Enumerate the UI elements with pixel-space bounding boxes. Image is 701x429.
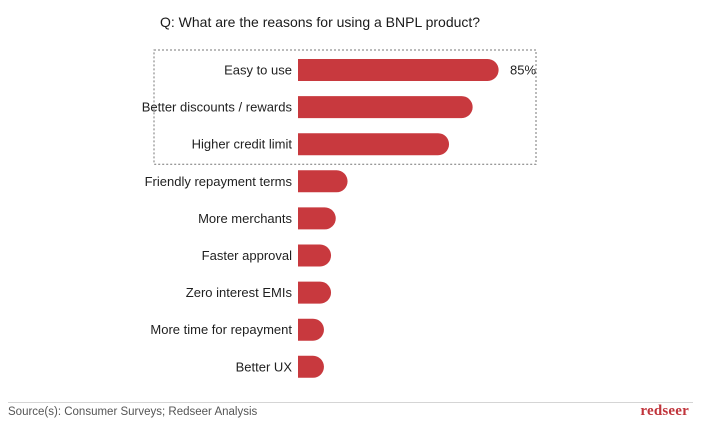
category-label-more-merchants: More merchants xyxy=(198,211,292,226)
category-label-faster-approval: Faster approval xyxy=(202,248,292,263)
bar-higher-credit-limit xyxy=(298,133,450,156)
category-label-better-discounts-rewards: Better discounts / rewards xyxy=(142,100,293,115)
category-label-more-time-for-repayment: More time for repayment xyxy=(150,322,292,337)
category-label-friendly-repayment-terms: Friendly repayment terms xyxy=(145,174,293,189)
value-label-easy-to-use: 85% xyxy=(510,63,536,78)
bar-friendly-repayment-terms xyxy=(298,170,348,193)
category-label-higher-credit-limit: Higher credit limit xyxy=(192,137,293,152)
category-label-easy-to-use: Easy to use xyxy=(224,63,292,78)
bar-faster-approval xyxy=(298,244,332,267)
bar-better-ux xyxy=(298,355,324,378)
redseer-logo: redseer xyxy=(640,403,689,419)
chart-title: Q: What are the reasons for using a BNPL… xyxy=(160,14,481,30)
bar-better-discounts-rewards xyxy=(298,96,473,119)
category-label-better-ux: Better UX xyxy=(236,359,293,374)
bar-more-time-for-repayment xyxy=(298,318,324,341)
category-label-zero-interest-emis: Zero interest EMIs xyxy=(186,285,293,300)
bar-easy-to-use xyxy=(298,59,499,81)
source-note: Source(s): Consumer Surveys; Redseer Ana… xyxy=(8,406,258,418)
bar-chart: Easy to use 85% Better discounts / rewards… xyxy=(142,49,537,378)
footer-divider xyxy=(8,402,693,403)
bar-more-merchants xyxy=(298,207,336,230)
bar-zero-interest-emis xyxy=(298,281,332,304)
